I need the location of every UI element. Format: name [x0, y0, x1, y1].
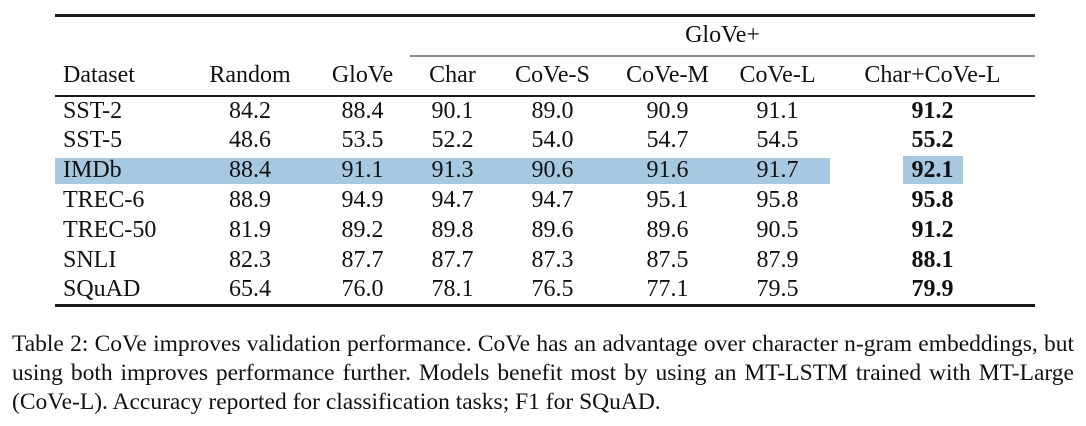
column-header-glove: GloVe: [315, 55, 410, 97]
value-cell: 48.6: [229, 127, 271, 153]
value-cell: 88.4: [185, 155, 315, 186]
table-row: IMDb 88.4 91.1 91.3 90.6 91.6 91.7 92.1: [55, 155, 1035, 186]
value-cell: 90.1: [431, 97, 474, 124]
dataset-cell: SQuAD: [55, 275, 185, 307]
value-cell: 89.6: [531, 217, 574, 243]
value-cell: 54.5: [756, 127, 799, 153]
value-cell: 88.1: [830, 246, 1035, 276]
value-cell: 54.0: [531, 127, 574, 153]
dataset-cell: SST-5: [63, 127, 123, 153]
table-row: TREC-50 81.9 89.2 89.8 89.6 89.6 90.5 91.2: [55, 216, 1035, 246]
value-cell: 89.6: [646, 217, 689, 243]
value-cell: 91.1: [315, 155, 410, 186]
dataset-cell: SNLI: [63, 247, 117, 273]
table-row: SNLI 82.3 87.7 87.7 87.3 87.5 87.9 88.1: [55, 246, 1035, 276]
value-cell: 91.1: [756, 97, 799, 124]
best-value: 91.2: [911, 97, 954, 124]
value-cell: 95.8: [756, 187, 799, 213]
group-header-row: GloVe+: [55, 14, 1036, 57]
value-cell: 65.4: [185, 275, 315, 307]
column-header-cove-m: CoVe-M: [610, 55, 725, 97]
dataset-cell: TREC-6: [63, 187, 145, 213]
value-cell: 89.0: [531, 97, 574, 124]
table-row: SST-5 48.6 53.5 52.2 54.0 54.7 54.5 55.2: [55, 126, 1035, 156]
value-cell: 95.1: [646, 187, 689, 213]
value-cell: 87.3: [531, 247, 574, 273]
value-cell: 76.5: [495, 275, 610, 307]
column-header-char-cove-l: Char+CoVe-L: [830, 55, 1036, 97]
group-header-spacer: [55, 14, 410, 56]
column-header-cove-l: CoVe-L: [725, 55, 830, 97]
value-cell: 90.9: [646, 97, 689, 124]
table-row: SST-2 84.2 88.4 90.1 89.0 90.9 91.1 91.2: [55, 96, 1035, 126]
dataset-cell: SST-2: [63, 97, 123, 124]
value-cell: 55.2: [830, 126, 1035, 156]
table-body: SST-2 84.2 88.4 90.1 89.0 90.9 91.1 91.2 SST-5 48…: [55, 96, 1036, 307]
best-value: 91.2: [911, 217, 954, 243]
value-cell: 79.9: [830, 275, 1036, 307]
best-value: 88.1: [911, 247, 954, 273]
value-cell: 84.2: [229, 97, 271, 124]
column-header-cove-s: CoVe-S: [495, 55, 610, 97]
table-caption: Table 2: CoVe improves validation perfor…: [12, 331, 1074, 415]
best-value: 79.9: [911, 276, 954, 303]
value-cell: 89.2: [341, 217, 384, 243]
table-row: TREC-6 88.9 94.9 94.7 94.7 95.1 95.8 95.8: [55, 186, 1035, 216]
dataset-cell: IMDb: [55, 155, 185, 186]
value-cell: 87.7: [341, 247, 384, 273]
results-table-wrap: GloVe+ Dataset Random GloVe Char CoVe-S …: [55, 14, 1036, 307]
value-cell: 53.5: [341, 127, 384, 153]
value-cell: 91.2: [830, 96, 1035, 126]
value-cell: 89.8: [431, 217, 474, 243]
value-cell: 78.1: [410, 275, 495, 307]
value-cell: 91.3: [410, 155, 495, 186]
value-cell: 94.7: [431, 187, 474, 213]
value-cell: 91.7: [725, 155, 830, 186]
value-cell: 76.0: [315, 275, 410, 307]
value-cell: 81.9: [229, 217, 271, 243]
column-header-dataset: Dataset: [55, 55, 185, 97]
value-cell: 82.3: [229, 247, 271, 273]
table-row: SQuAD 65.4 76.0 78.1 76.5 77.1 79.5 79.9: [55, 275, 1036, 307]
value-cell: 95.8: [830, 186, 1035, 216]
value-cell: 79.5: [725, 275, 830, 307]
group-header-glove-plus: GloVe+: [410, 14, 1036, 57]
best-value: 92.1: [902, 156, 963, 184]
value-cell: 87.7: [431, 247, 474, 273]
value-cell: 54.7: [646, 127, 689, 153]
value-cell: 92.1: [830, 156, 1035, 186]
value-cell: 91.6: [610, 155, 725, 186]
value-cell: 88.4: [341, 97, 384, 124]
column-header-random: Random: [185, 55, 315, 97]
value-cell: 87.9: [756, 247, 799, 273]
value-cell: 52.2: [431, 127, 474, 153]
value-cell: 94.9: [341, 187, 384, 213]
value-cell: 88.9: [229, 187, 271, 213]
column-header-char: Char: [410, 55, 495, 97]
value-cell: 90.6: [495, 155, 610, 186]
value-cell: 77.1: [610, 275, 725, 307]
value-cell: 87.5: [646, 247, 689, 273]
column-header-row: Dataset Random GloVe Char CoVe-S CoVe-M …: [55, 55, 1036, 97]
best-value: 95.8: [911, 187, 954, 213]
value-cell: 94.7: [531, 187, 574, 213]
best-value: 55.2: [911, 127, 954, 153]
value-cell: 90.5: [756, 217, 799, 243]
value-cell: 91.2: [830, 216, 1035, 246]
dataset-cell: TREC-50: [63, 217, 157, 243]
results-table: GloVe+ Dataset Random GloVe Char CoVe-S …: [55, 14, 1036, 307]
